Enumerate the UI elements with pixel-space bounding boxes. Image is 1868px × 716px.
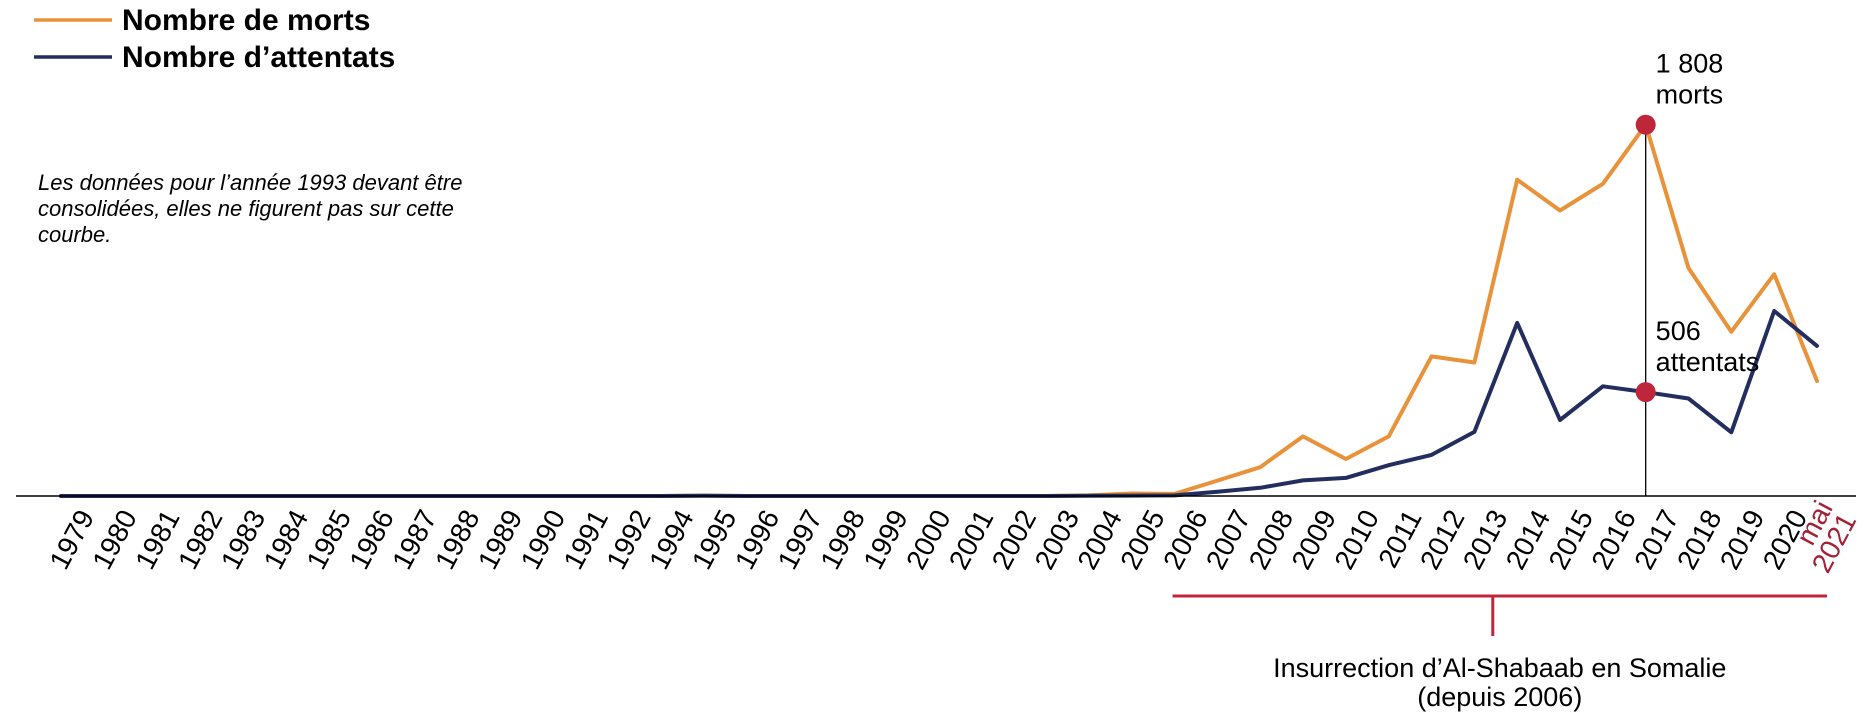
- x-tick-label: 2000: [900, 505, 957, 575]
- note-line: consolidées, elles ne figurent pas sur c…: [38, 196, 454, 221]
- x-tick-label: 1982: [172, 505, 229, 575]
- legend: Nombre de morts Nombre d’attentats: [34, 4, 395, 74]
- x-tick-label: 1981: [129, 505, 186, 575]
- x-tick-label: 1999: [857, 505, 914, 575]
- x-tick-label: 1995: [686, 505, 743, 575]
- period-bracket: Insurrection d’Al-Shabaab en Somalie(dep…: [1172, 594, 1827, 712]
- x-tick-label: 2009: [1285, 505, 1342, 575]
- x-tick-label: 2006: [1157, 505, 1214, 575]
- x-tick-label: 1996: [729, 505, 786, 575]
- x-tick-label: 1989: [472, 505, 529, 575]
- x-tick-label: 1998: [814, 505, 871, 575]
- annotation-label-nombre-d-attentats: 506: [1656, 316, 1701, 346]
- x-tick-label: 2002: [986, 505, 1043, 575]
- x-tick-label: 2003: [1029, 505, 1086, 575]
- x-tick-label: 2001: [943, 505, 1000, 575]
- x-tick-label: 2014: [1500, 505, 1557, 575]
- x-tick-label: 1980: [86, 505, 143, 575]
- x-tick-label: 1987: [386, 505, 443, 575]
- period-label: Insurrection d’Al-Shabaab en Somalie: [1273, 653, 1726, 683]
- x-tick-label: 2008: [1243, 505, 1300, 575]
- x-tick-label: 2010: [1328, 505, 1385, 575]
- x-tick-label: 2012: [1414, 505, 1471, 575]
- note-line: courbe.: [38, 222, 111, 247]
- annotation-marker-nombre-de-morts: [1635, 114, 1656, 135]
- x-axis: 1979198019811982198319841985198619871988…: [16, 495, 1862, 578]
- x-tick-label: 1983: [215, 505, 272, 575]
- data-note: Les données pour l’année 1993 devant êtr…: [38, 170, 462, 247]
- annotation-label-nombre-de-morts: morts: [1656, 80, 1724, 110]
- series-line-nombre-d-attentats: [59, 309, 1819, 498]
- x-tick-label: 2019: [1714, 505, 1771, 575]
- x-tick-label: 2017: [1628, 505, 1685, 575]
- x-tick-label: 2016: [1585, 505, 1642, 575]
- x-tick-label: 1991: [557, 505, 614, 575]
- x-tick-label: 1997: [772, 505, 829, 575]
- annotation-label-nombre-d-attentats: attentats: [1656, 347, 1760, 377]
- annotation-markers: [1635, 114, 1656, 403]
- legend-label-nombre-de-morts: Nombre de morts: [122, 4, 370, 37]
- x-tick-label: 1990: [515, 505, 572, 575]
- x-tick-label: 2013: [1457, 505, 1514, 575]
- annotation-marker-nombre-d-attentats: [1635, 382, 1656, 403]
- x-tick-label: mai2021: [1782, 496, 1862, 578]
- x-tick-label: 1985: [300, 505, 357, 575]
- x-tick-label: 2004: [1071, 505, 1128, 575]
- x-tick-label: 1986: [343, 505, 400, 575]
- x-tick-label: 2007: [1200, 505, 1257, 575]
- x-tick-label: 1984: [258, 505, 315, 575]
- legend-label-nombre-d-attentats: Nombre d’attentats: [122, 41, 395, 74]
- note-line: Les données pour l’année 1993 devant êtr…: [38, 170, 462, 195]
- annotation-label-nombre-de-morts: 1 808: [1656, 49, 1724, 79]
- x-tick-label: 2018: [1671, 505, 1728, 575]
- x-tick-label: 1979: [43, 505, 100, 575]
- x-tick-label: 1994: [643, 505, 700, 575]
- x-tick-label: 2015: [1542, 505, 1599, 575]
- x-tick-label: 1988: [429, 505, 486, 575]
- x-tick-label: 1992: [600, 505, 657, 575]
- x-tick-label: 2005: [1114, 505, 1171, 575]
- period-label: (depuis 2006): [1417, 682, 1582, 712]
